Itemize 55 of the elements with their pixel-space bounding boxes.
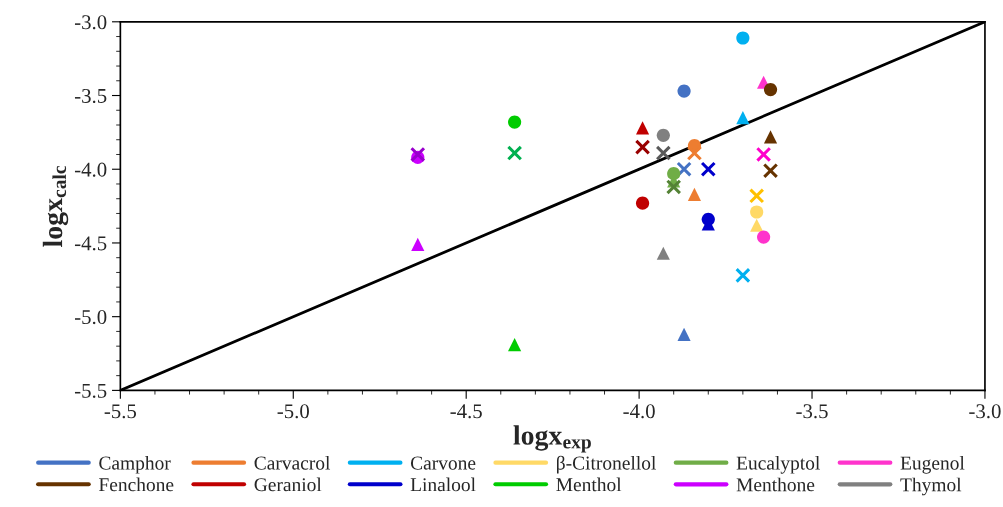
point xyxy=(763,83,778,97)
point xyxy=(656,128,670,142)
y-tick-label: -3.0 xyxy=(74,15,107,30)
point xyxy=(757,230,771,244)
legend-label: Menthol xyxy=(556,477,622,492)
point xyxy=(410,146,426,163)
x-tick-label: -4.0 xyxy=(623,404,655,419)
legend-label: Eucalyptol xyxy=(736,455,820,474)
point xyxy=(755,146,772,163)
point xyxy=(635,121,650,135)
point xyxy=(750,218,764,232)
point xyxy=(508,115,522,129)
point xyxy=(676,161,692,177)
point xyxy=(656,246,670,260)
x-tick-label: -4.5 xyxy=(450,404,482,419)
x-axis-title: logx$_{exp}$ xyxy=(513,425,591,453)
point xyxy=(735,267,751,284)
y-tick-label: -5.5 xyxy=(74,383,107,398)
point xyxy=(508,338,522,352)
x-tick-label: -3.0 xyxy=(969,404,1001,419)
point xyxy=(506,145,523,161)
legend-label: Thymol xyxy=(900,477,962,496)
y-tick-label: -3.5 xyxy=(74,88,107,104)
point xyxy=(750,205,764,219)
point xyxy=(665,179,682,195)
y-tick-label: -5.0 xyxy=(74,310,107,325)
legend-label: β-Citronellol xyxy=(557,455,656,474)
legend-label: Fenchone xyxy=(99,477,174,492)
legend-label: Carvone xyxy=(410,456,476,470)
point xyxy=(736,111,750,125)
x-tick-label: -5.0 xyxy=(277,404,309,419)
legend-label: Menthone xyxy=(736,477,815,492)
legend-label: Carvacrol xyxy=(254,455,331,470)
point xyxy=(677,327,691,341)
point xyxy=(635,196,650,210)
legend-label: Linalool xyxy=(410,477,476,492)
point xyxy=(762,162,779,179)
point xyxy=(411,237,425,252)
y-axis-title: logx$_{calc}$ xyxy=(42,165,69,247)
point xyxy=(736,31,750,45)
legend-label: Eugenol xyxy=(900,455,965,474)
point xyxy=(677,84,691,98)
y-tick-label: -4.5 xyxy=(74,236,107,251)
point xyxy=(655,145,672,161)
x-tick-label: -3.5 xyxy=(796,404,828,419)
y-tick-label: -4.0 xyxy=(74,162,107,177)
legend-label: Geraniol xyxy=(254,477,322,492)
x-tick-label: -5.5 xyxy=(104,404,137,419)
point xyxy=(686,145,703,161)
point xyxy=(700,161,717,177)
legend-label: Camphor xyxy=(99,455,171,474)
point xyxy=(748,188,765,204)
point xyxy=(634,139,651,155)
point xyxy=(687,187,702,201)
point xyxy=(763,130,778,144)
